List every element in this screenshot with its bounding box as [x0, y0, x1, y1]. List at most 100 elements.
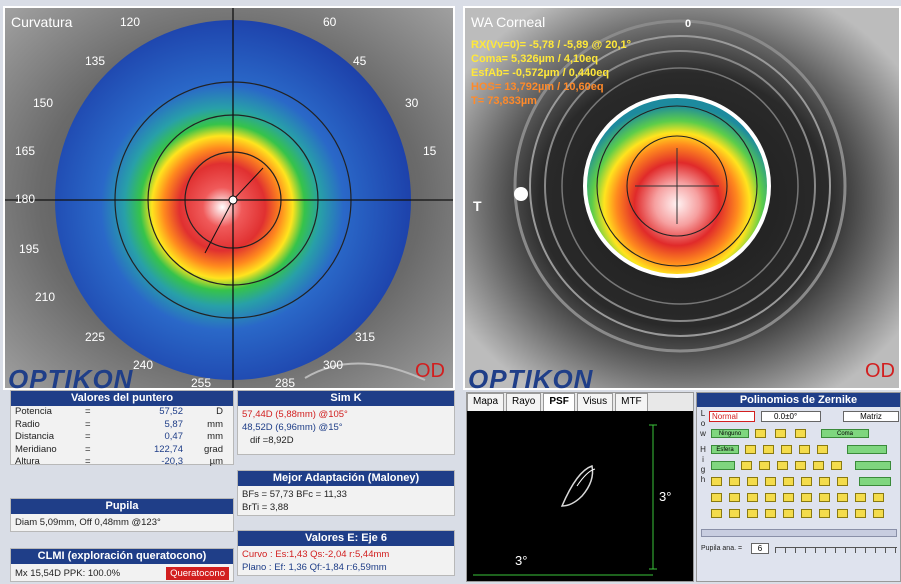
- e-values-title: Valores E: Eje 6: [238, 531, 454, 546]
- zernike-coef-button[interactable]: [837, 493, 848, 502]
- pointer-eq: =: [85, 443, 91, 455]
- zernike-coef-button[interactable]: [819, 493, 830, 502]
- zernike-coef-button[interactable]: [741, 461, 752, 470]
- tab-mtf[interactable]: MTF: [615, 393, 648, 411]
- psf-plot: [467, 411, 693, 581]
- zernike-coef-button[interactable]: [873, 509, 884, 518]
- zernike-group-button[interactable]: [847, 445, 887, 454]
- zernike-coef-button[interactable]: [747, 493, 758, 502]
- axis-label-60: 60: [323, 15, 337, 29]
- clmi-title: CLMI (exploración queratocono): [11, 549, 233, 564]
- pointer-row: Distancia = 0,47 mm: [11, 431, 233, 444]
- zernike-coef-button[interactable]: [831, 461, 842, 470]
- curvature-map[interactable]: Curvatura 120 60 135 45 150 30 165 15 18…: [3, 6, 455, 390]
- zernike-coef-button[interactable]: [799, 445, 810, 454]
- tab-psf[interactable]: PSF: [543, 393, 575, 411]
- side-letter: h: [700, 475, 706, 484]
- axis-label-135: 135: [85, 54, 106, 68]
- pupil-text: Diam 5,09mm, Off 0,48mm @123°: [15, 517, 161, 528]
- tab-mapa[interactable]: Mapa: [467, 393, 505, 411]
- zernike-coef-button[interactable]: [711, 493, 722, 502]
- axis-label-150: 150: [33, 96, 54, 110]
- zernike-group-button[interactable]: [855, 461, 891, 470]
- zernike-sphere-button[interactable]: Esfera: [711, 445, 739, 454]
- zernike-coef-button[interactable]: [837, 477, 848, 486]
- zernike-coef-button[interactable]: [781, 445, 792, 454]
- zernike-coef-button[interactable]: [855, 493, 866, 502]
- zernike-mode-field[interactable]: Normal: [709, 411, 755, 422]
- zernike-coef-button[interactable]: [763, 445, 774, 454]
- zernike-coef-button[interactable]: [783, 509, 794, 518]
- zernike-coef-button[interactable]: [747, 477, 758, 486]
- zernike-coef-button[interactable]: [855, 509, 866, 518]
- zernike-coef-button[interactable]: [817, 445, 828, 454]
- pupil-analysis-slider[interactable]: [775, 547, 897, 553]
- zernike-coef-button[interactable]: [837, 509, 848, 518]
- zernike-coef-button[interactable]: [747, 509, 758, 518]
- zernike-scale-bar[interactable]: [701, 529, 897, 537]
- zernike-coef-button[interactable]: [819, 509, 830, 518]
- pupil-analysis-field[interactable]: 6: [751, 543, 769, 554]
- zernike-coef-button[interactable]: [759, 461, 770, 470]
- zernike-coef-button[interactable]: [795, 461, 806, 470]
- zernike-coef-button[interactable]: [765, 493, 776, 502]
- zernike-coef-button[interactable]: [813, 461, 824, 470]
- pointer-row: Potencia = 57,52 D: [11, 406, 233, 419]
- zernike-coef-button[interactable]: [783, 477, 794, 486]
- eye-label: OD: [415, 360, 445, 382]
- axis-label-210: 210: [35, 290, 56, 304]
- optikon-logo: OPTIKON: [8, 364, 134, 394]
- axis-label-315: 315: [355, 330, 376, 344]
- tab-rayo[interactable]: Rayo: [506, 393, 542, 411]
- zernike-coma-button[interactable]: Coma: [821, 429, 869, 438]
- psf-vertical-label: 3°: [659, 489, 672, 504]
- zernike-coef-button[interactable]: [729, 477, 740, 486]
- pointer-label: Altura: [15, 456, 40, 467]
- pointer-row: Meridiano = 122,74 grad: [11, 444, 233, 457]
- axis-label-300: 300: [323, 358, 344, 372]
- pointer-label: Meridiano: [15, 443, 57, 455]
- zernike-coef-button[interactable]: [755, 429, 766, 438]
- e-values-steep: Curvo : Es:1,43 Qs:-2,04 r:5,44mm: [242, 549, 390, 560]
- axis-label-45: 45: [353, 54, 367, 68]
- side-letter: H: [700, 445, 706, 454]
- zernike-none-button[interactable]: Ninguno: [711, 429, 749, 438]
- zernike-coef-button[interactable]: [775, 429, 786, 438]
- zernike-coef-button[interactable]: [795, 429, 806, 438]
- zernike-coef-button[interactable]: [765, 477, 776, 486]
- axis-label-120: 120: [120, 15, 141, 29]
- simk-line-flat: 48,52D (6,96mm) @15°: [242, 422, 343, 433]
- zernike-value-field[interactable]: 0.0±0°: [761, 411, 821, 422]
- zernike-coef-button[interactable]: [729, 493, 740, 502]
- axis-label-180: 180: [15, 192, 36, 206]
- axis-label-285: 285: [275, 376, 296, 390]
- pointer-value: 57,52: [159, 406, 183, 417]
- map-title: Curvatura: [11, 14, 73, 30]
- zernike-coef-button[interactable]: [801, 509, 812, 518]
- zernike-coef-button[interactable]: [745, 445, 756, 454]
- pointer-row: Radio = 5,87 mm: [11, 419, 233, 432]
- side-letter: g: [700, 465, 706, 474]
- view-tabs: Mapa Rayo PSF Visus MTF: [467, 393, 693, 411]
- zernike-coef-button[interactable]: [777, 461, 788, 470]
- zernike-coef-button[interactable]: [711, 509, 722, 518]
- side-letter: w: [700, 429, 706, 438]
- zernike-matrix-field[interactable]: Matriz: [843, 411, 899, 422]
- total-line: T= 73,833µm: [471, 95, 537, 107]
- pointer-value: 5,87: [164, 418, 184, 430]
- zernike-group-button[interactable]: [711, 461, 735, 470]
- zernike-coef-button[interactable]: [801, 493, 812, 502]
- zernike-coef-button[interactable]: [765, 509, 776, 518]
- zernike-coef-button[interactable]: [783, 493, 794, 502]
- eye-label: OD: [865, 360, 895, 382]
- zernike-coef-button[interactable]: [801, 477, 812, 486]
- zernike-coef-button[interactable]: [729, 509, 740, 518]
- wavefront-map[interactable]: WA Corneal 0 T RX(Vv=0)= -5,78 / -5,89 @…: [463, 6, 901, 390]
- zernike-group-button[interactable]: [859, 477, 891, 486]
- zernike-coef-button[interactable]: [819, 477, 830, 486]
- zernike-coef-button[interactable]: [711, 477, 722, 486]
- pointer-unit: D: [216, 406, 223, 417]
- zernike-side-letters: L o w H i g h: [699, 409, 707, 485]
- zernike-coef-button[interactable]: [873, 493, 884, 502]
- tab-visus[interactable]: Visus: [576, 393, 614, 411]
